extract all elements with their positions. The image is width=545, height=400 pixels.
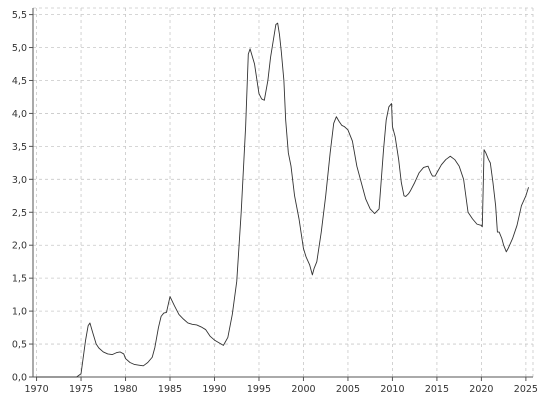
y-axis-ticks: 0,0 0,5 1,0 1,5 2,0 2,5 3,0 3,5 4,0 4,5 5,0 5,5 (12, 10, 33, 384)
axes (32, 8, 533, 378)
y-tick-label: 5,5 (12, 10, 27, 21)
y-tick-label: 3,0 (12, 175, 27, 186)
x-tick-label: 1990 (202, 384, 226, 395)
x-tick-label: 2000 (291, 384, 315, 395)
y-tick-label: 1,5 (12, 274, 27, 285)
y-tick-label: 4,0 (12, 109, 27, 120)
y-tick-label: 0,5 (12, 340, 27, 351)
x-tick-label: 2010 (380, 384, 404, 395)
y-tick-label: 2,0 (12, 241, 27, 252)
series-layer (36, 22, 529, 378)
y-tick-label: 4,5 (12, 76, 27, 87)
x-tick-label: 1985 (158, 384, 182, 395)
x-tick-label: 2005 (336, 384, 360, 395)
x-tick-label: 2020 (469, 384, 493, 395)
x-tick-label: 2025 (514, 384, 538, 395)
y-tick-label: 0,0 (12, 373, 27, 384)
x-tick-label: 1970 (24, 384, 48, 395)
series-line (36, 22, 529, 378)
x-axis-ticks: 1970 1975 1980 1985 1990 1995 2000 2005 2010 2015… (24, 377, 538, 395)
grid (33, 7, 534, 377)
y-tick-label: 3,5 (12, 142, 27, 153)
x-tick-label: 1975 (69, 384, 93, 395)
y-tick-label: 2,5 (12, 208, 27, 219)
x-tick-label: 1995 (247, 384, 271, 395)
y-tick-label: 1,0 (12, 307, 27, 318)
x-tick-label: 2015 (425, 384, 449, 395)
x-tick-label: 1980 (113, 384, 137, 395)
y-tick-label: 5,0 (12, 43, 27, 54)
